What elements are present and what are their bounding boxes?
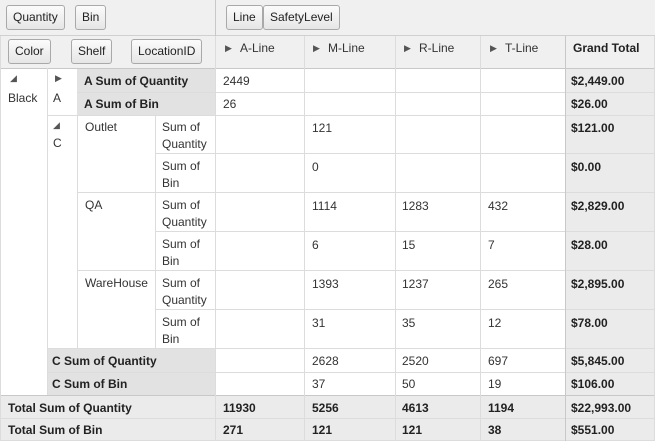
expand-r-line-icon[interactable]: ▶ (404, 43, 411, 53)
expand-t-line-icon[interactable]: ▶ (490, 43, 497, 53)
cell: 19 (488, 377, 502, 391)
cell: 7 (488, 238, 495, 252)
c-subtotal-label-bg (47, 348, 215, 395)
cell-total: $106.00 (571, 377, 615, 391)
cell-total: $121.00 (571, 121, 615, 135)
column-field-safetylevel[interactable]: SafetyLevel (263, 5, 340, 30)
collapse-black-icon[interactable]: ◢ (10, 73, 17, 83)
row-field-shelf[interactable]: Shelf (71, 39, 113, 64)
cell: 0 (312, 160, 319, 174)
expand-a-line-icon[interactable]: ▶ (225, 43, 232, 53)
total-cell: 38 (488, 423, 502, 437)
data-field-quantity[interactable]: Quantity (6, 5, 65, 30)
expand-m-line-icon[interactable]: ▶ (313, 43, 320, 53)
cell: 12 (488, 316, 502, 330)
qa-sum-bin-label: Sum of Bin (162, 237, 201, 268)
cell: 432 (488, 199, 509, 213)
cell-total: $0.00 (571, 160, 602, 174)
row-field-color[interactable]: Color (8, 39, 51, 64)
cell-total: $28.00 (571, 238, 608, 252)
a-sum-bin-label: A Sum of Bin (84, 97, 159, 111)
cell: 26 (223, 97, 237, 111)
cell: 15 (402, 238, 416, 252)
cell-total: $2,895.00 (571, 277, 625, 291)
total-cell: 5256 (312, 401, 339, 415)
cell: 265 (488, 277, 509, 291)
cell: 50 (402, 377, 416, 391)
column-header-t-line: T-Line (505, 41, 539, 55)
grand-total-cell: $551.00 (571, 423, 615, 437)
cell: 35 (402, 316, 416, 330)
cell-total: $26.00 (571, 97, 608, 111)
total-cell: 271 (223, 423, 244, 437)
row-header-warehouse: WareHouse (85, 276, 148, 290)
warehouse-sum-bin-label: Sum of Bin (162, 315, 201, 346)
cell: 121 (312, 121, 333, 135)
row-header-black: Black (8, 91, 38, 105)
outlet-sum-quantity-label: Sum of Quantity (162, 120, 207, 151)
total-cell: 121 (402, 423, 423, 437)
cell: 697 (488, 354, 509, 368)
total-cell: 1194 (488, 401, 515, 415)
total-cell: 11930 (223, 401, 256, 415)
column-header-a-line: A-Line (240, 41, 275, 55)
total-cell: 4613 (402, 401, 429, 415)
a-sum-quantity-label: A Sum of Quantity (84, 74, 189, 88)
row-header-qa: QA (85, 198, 103, 212)
c-sum-bin-label: C Sum of Bin (52, 377, 128, 391)
column-header-grand-total: Grand Total (573, 41, 640, 55)
cell: 31 (312, 316, 326, 330)
outlet-sum-bin-label: Sum of Bin (162, 159, 201, 190)
cell: 1393 (312, 277, 339, 291)
row-header-outlet: Outlet (85, 120, 118, 134)
row-header-c: C (53, 136, 62, 150)
grand-total-cell: $22,993.00 (571, 401, 632, 415)
data-field-bin[interactable]: Bin (75, 5, 107, 30)
cell: 6 (312, 238, 319, 252)
total-sum-quantity-label: Total Sum of Quantity (8, 401, 132, 415)
cell: 2449 (223, 74, 250, 88)
collapse-c-icon[interactable]: ◢ (53, 120, 60, 130)
total-cell: 121 (312, 423, 333, 437)
cell: 2628 (312, 354, 339, 368)
column-field-line[interactable]: Line (226, 5, 263, 30)
qa-sum-quantity-label: Sum of Quantity (162, 198, 207, 229)
column-header-area (215, 36, 655, 68)
cell: 1114 (312, 199, 337, 213)
expand-a-icon[interactable]: ▶ (55, 73, 62, 83)
column-header-r-line: R-Line (419, 41, 455, 55)
a-subtotal-label-bg (77, 68, 215, 115)
cell: 1237 (402, 277, 429, 291)
c-sum-quantity-label: C Sum of Quantity (52, 354, 157, 368)
cell: 1283 (402, 199, 429, 213)
cell-total: $2,449.00 (571, 74, 625, 88)
cell-total: $2,829.00 (571, 199, 625, 213)
cell-total: $78.00 (571, 316, 608, 330)
row-header-a: A (53, 91, 62, 105)
column-header-m-line: M-Line (328, 41, 365, 55)
cell: 37 (312, 377, 326, 391)
cell-total: $5,845.00 (571, 354, 625, 368)
total-sum-bin-label: Total Sum of Bin (8, 423, 103, 437)
row-field-locationid[interactable]: LocationID (131, 39, 203, 64)
cell: 2520 (402, 354, 429, 368)
warehouse-sum-quantity-label: Sum of Quantity (162, 276, 207, 307)
